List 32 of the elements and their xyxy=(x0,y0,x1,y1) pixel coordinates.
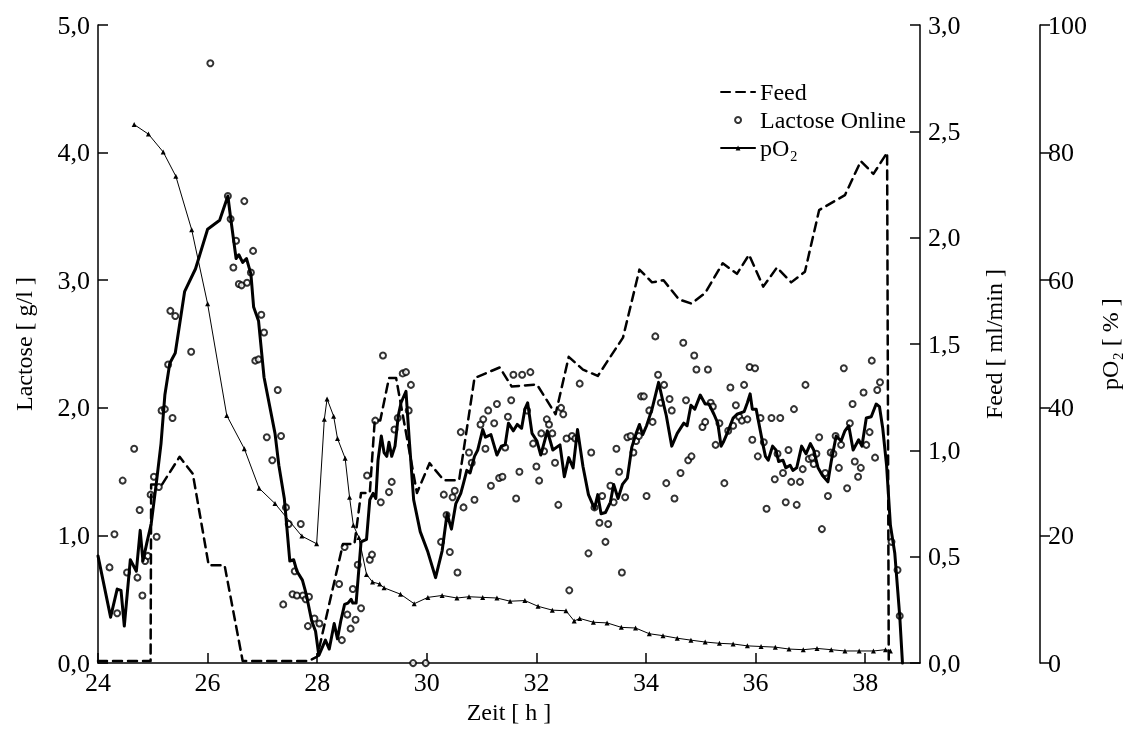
y-tick-label: 1,0 xyxy=(57,520,90,550)
x-tick-label: 32 xyxy=(523,667,550,697)
y3-tick-label: 100 xyxy=(1048,10,1087,40)
y-tick-label: 4,0 xyxy=(57,138,90,168)
y3-axis-title: pO₂ [ % ] xyxy=(1096,298,1123,390)
y3-tick-label: 40 xyxy=(1048,393,1074,423)
y2-tick-label: 2,5 xyxy=(928,116,961,146)
y2-tick-label: 2,0 xyxy=(928,223,961,253)
y3-tick-label: 0 xyxy=(1048,648,1061,678)
x-tick-label: 26 xyxy=(194,667,221,697)
x-tick-label: 38 xyxy=(852,667,879,697)
x-tick-label: 30 xyxy=(413,667,440,697)
x-tick-label: 34 xyxy=(633,667,659,697)
y2-axis-title: Feed [ ml/min ] xyxy=(981,269,1007,420)
y2-tick-label: 0,0 xyxy=(928,648,961,678)
x-axis-title: Zeit [ h ] xyxy=(466,699,552,725)
y-axis-title: Lactose [ g/l ] xyxy=(11,277,37,412)
y-tick-label: 5,0 xyxy=(57,10,90,40)
y2-tick-label: 1,5 xyxy=(928,329,961,359)
x-tick-label: 28 xyxy=(304,667,331,697)
legend-label: pO₂ xyxy=(760,135,798,161)
y2-tick-label: 0,5 xyxy=(928,542,961,572)
y2-tick-label: 3,0 xyxy=(928,10,961,40)
y-tick-label: 2,0 xyxy=(57,393,90,423)
x-tick-label: 36 xyxy=(742,667,769,697)
legend-label: Feed xyxy=(760,79,807,105)
y-tick-label: 3,0 xyxy=(57,265,90,295)
y3-tick-label: 20 xyxy=(1048,520,1074,550)
y3-tick-label: 60 xyxy=(1048,265,1074,295)
legend-label: Lactose Online xyxy=(760,107,907,133)
y2-tick-label: 1,0 xyxy=(928,435,961,465)
y3-tick-label: 80 xyxy=(1048,138,1074,168)
